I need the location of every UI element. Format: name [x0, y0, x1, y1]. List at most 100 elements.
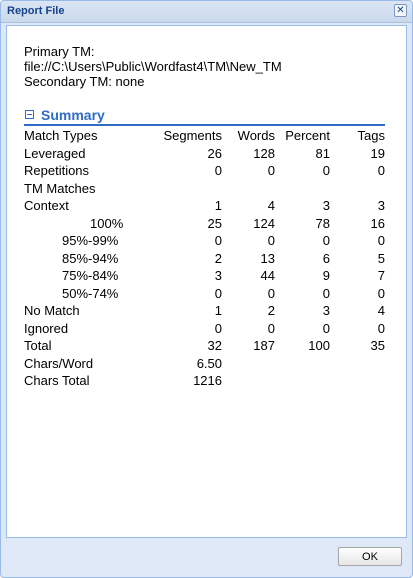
- close-button[interactable]: ✕: [394, 4, 407, 17]
- cell-value: [222, 180, 275, 198]
- collapse-icon[interactable]: [25, 110, 34, 119]
- cell-value: 16: [370, 215, 385, 231]
- cell-value: 0: [214, 233, 222, 248]
- close-icon: ✕: [396, 5, 405, 16]
- row-label: Repetitions: [24, 163, 90, 178]
- cell-value: 32: [207, 338, 222, 353]
- cell-value: 0: [377, 285, 385, 301]
- summary-title: Summary: [41, 107, 105, 123]
- row-label: Chars Total: [24, 373, 90, 388]
- cell-value: [275, 355, 330, 373]
- column-header-match-types: Match Types: [24, 128, 98, 143]
- summary-table: Match Types Segments Words Percent Tags …: [24, 127, 385, 390]
- row-label: Ignored: [24, 320, 69, 336]
- row-label: Context: [24, 198, 69, 213]
- column-header-percent: Percent: [285, 128, 330, 143]
- primary-tm-path: file://C:\Users\Public\Wordfast4\TM\New_…: [24, 59, 282, 74]
- table-row: 95%-99% 0 0 0 0: [24, 232, 385, 250]
- cell-value: 7: [377, 268, 385, 283]
- cell-value: 0: [377, 233, 385, 248]
- report-content: Primary TM: file://C:\Users\Public\Wordf…: [6, 25, 407, 538]
- cell-value: 5: [377, 250, 385, 266]
- cell-value: 0: [322, 285, 330, 301]
- cell-value: [275, 180, 330, 198]
- primary-tm-label: Primary TM:: [24, 44, 95, 59]
- table-header-row: Match Types Segments Words Percent Tags: [24, 127, 385, 145]
- dialog-title: Report File: [7, 5, 65, 17]
- summary-header: Summary: [24, 107, 385, 126]
- row-label: 95%-99%: [62, 233, 119, 248]
- column-header-segments: Segments: [163, 128, 222, 143]
- cell-value: 3: [214, 268, 222, 283]
- cell-value: 0: [214, 320, 222, 336]
- row-label: Leveraged: [24, 145, 86, 161]
- cell-value: 1216: [193, 373, 222, 388]
- cell-value: 0: [214, 163, 222, 178]
- table-row: 50%-74% 0 0 0 0: [24, 285, 385, 303]
- cell-value: 19: [370, 145, 385, 161]
- secondary-tm: Secondary TM: none: [24, 74, 145, 89]
- cell-value: 44: [260, 268, 275, 283]
- cell-value: 4: [267, 198, 275, 213]
- table-row: Chars Total 1216: [24, 372, 385, 390]
- table-row: Leveraged 26 128 81 19: [24, 145, 385, 163]
- cell-value: 124: [253, 215, 275, 231]
- cell-value: 2: [267, 303, 275, 318]
- cell-value: 0: [322, 233, 330, 248]
- cell-value: 0: [267, 320, 275, 336]
- column-header-tags: Tags: [357, 128, 385, 143]
- column-header-words: Words: [237, 128, 275, 143]
- table-row: 85%-94% 2 13 6 5: [24, 250, 385, 268]
- cell-value: 0: [322, 320, 330, 336]
- cell-value: 0: [377, 163, 385, 178]
- cell-value: 0: [267, 163, 275, 178]
- row-label: 85%-94%: [62, 250, 119, 266]
- row-label: TM Matches: [24, 180, 96, 196]
- table-row: TM Matches: [24, 180, 385, 198]
- cell-value: [330, 372, 385, 390]
- cell-value: 0: [214, 285, 222, 301]
- cell-value: 100: [308, 338, 330, 353]
- cell-value: 9: [322, 268, 330, 283]
- cell-value: 0: [377, 320, 385, 336]
- table-row: Chars/Word 6.50: [24, 355, 385, 373]
- cell-value: 78: [315, 215, 330, 231]
- row-label: 75%-84%: [62, 268, 119, 283]
- cell-value: 0: [267, 233, 275, 248]
- cell-value: 81: [315, 145, 330, 161]
- cell-value: [330, 355, 385, 373]
- cell-value: 0: [267, 285, 275, 301]
- cell-value: 6.50: [196, 355, 222, 371]
- table-row: 100% 25 124 78 16: [24, 215, 385, 233]
- cell-value: [330, 180, 385, 198]
- cell-value: 3: [322, 198, 330, 213]
- row-label: Chars/Word: [24, 355, 94, 371]
- cell-value: 6: [322, 250, 330, 266]
- cell-value: 128: [253, 145, 275, 161]
- row-label: 50%-74%: [62, 285, 119, 301]
- table-row: Ignored 0 0 0 0: [24, 320, 385, 338]
- cell-value: 187: [253, 338, 275, 353]
- table-row: 75%-84% 3 44 9 7: [24, 267, 385, 285]
- cell-value: 0: [322, 163, 330, 178]
- cell-value: [222, 355, 275, 373]
- row-label: 100%: [90, 215, 124, 231]
- cell-value: 3: [322, 303, 330, 318]
- cell-value: 35: [370, 338, 385, 353]
- ok-button[interactable]: OK: [338, 547, 402, 566]
- cell-value: 2: [214, 250, 222, 266]
- tm-info: Primary TM: file://C:\Users\Public\Wordf…: [24, 44, 282, 89]
- table-row: Total 32 187 100 35: [24, 337, 385, 355]
- dialog-titlebar[interactable]: Report File ✕: [1, 1, 412, 23]
- table-row: No Match 1 2 3 4: [24, 302, 385, 320]
- cell-value: [222, 372, 275, 390]
- cell-value: 26: [207, 145, 222, 161]
- cell-value: 1: [214, 303, 222, 318]
- row-label: No Match: [24, 303, 80, 318]
- cell-value: [142, 180, 222, 198]
- cell-value: 3: [377, 198, 385, 213]
- row-label: Total: [24, 338, 52, 353]
- cell-value: 25: [207, 215, 222, 231]
- cell-value: 13: [260, 250, 275, 266]
